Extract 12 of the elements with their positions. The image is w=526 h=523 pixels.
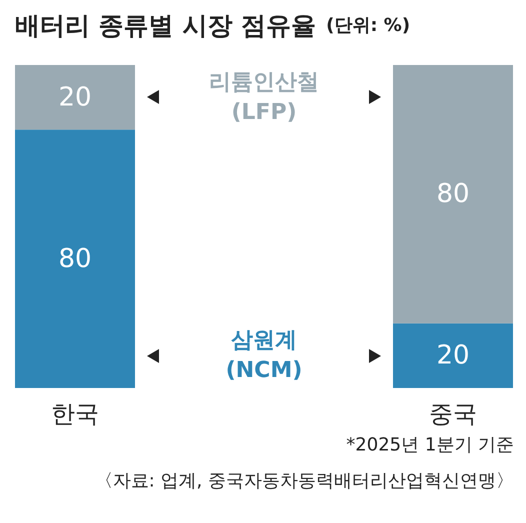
- text: 삼원계 (NCM): [226, 328, 302, 384]
- x-tick-label: 중국: [429, 400, 477, 428]
- x-tick-label: 한국: [51, 400, 99, 428]
- data-label: 80: [58, 244, 92, 274]
- text: 〈자료: 업계, 중국자동차동력배터리산업혁신연맹〉: [94, 470, 514, 492]
- text: *2025년 1분기 기준: [346, 434, 514, 456]
- data-label: 20: [436, 340, 470, 371]
- data-label: 80: [436, 179, 470, 210]
- data-label: 20: [58, 82, 92, 112]
- text: 리튬인산철 (LFP): [209, 70, 319, 125]
- chart-title: 배터리 종류별 시장 점유율: [15, 11, 316, 40]
- chart-subtitle: (단위: %): [326, 15, 410, 36]
